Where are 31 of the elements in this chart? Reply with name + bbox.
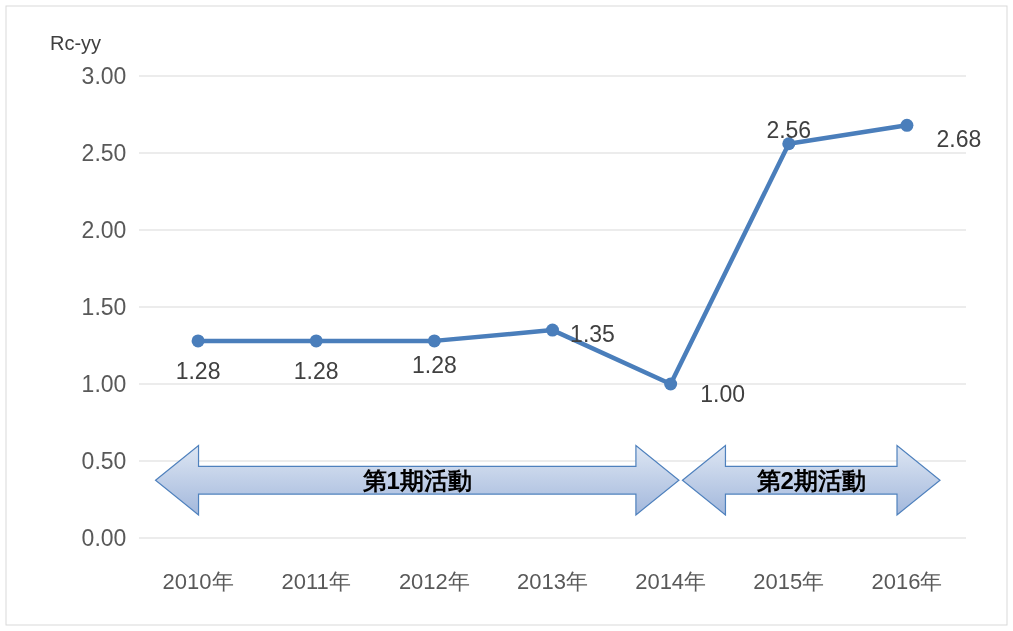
text: 1.28 — [411, 351, 457, 378]
y-tick-label: 2.50 — [81, 140, 127, 166]
y-tick-label: 1.50 — [81, 294, 127, 320]
point — [546, 323, 559, 337]
point — [900, 118, 914, 132]
text: 1.28 — [293, 357, 339, 384]
y-tick-label: 1.00 — [81, 371, 127, 397]
x-tick-label: 2016年 — [871, 569, 943, 594]
y-tick-label: 0.50 — [81, 448, 127, 474]
x-tick-label: 2013年 — [517, 569, 588, 594]
text: 1.28 — [175, 357, 221, 384]
point — [664, 377, 678, 391]
point — [427, 334, 441, 348]
x-tick-label: 2014年 — [635, 569, 707, 594]
x-tick-label: 2010年 — [162, 569, 234, 594]
point — [782, 137, 796, 151]
y-axis-title: Rc-yy — [50, 32, 102, 54]
annotation: 第1期活動 — [361, 467, 472, 495]
y-tick-label: 2.00 — [81, 217, 127, 243]
text: 1.35 — [570, 321, 615, 348]
text: 2.68 — [936, 126, 982, 153]
point — [309, 334, 323, 348]
y-tick-label: 0.00 — [81, 525, 127, 551]
text: 1.00 — [700, 381, 746, 407]
annotation: 第2期活動 — [755, 467, 866, 495]
point — [191, 334, 205, 348]
text: 2.56 — [766, 116, 812, 143]
y-tick-label: 3.00 — [81, 63, 127, 89]
x-tick-label: 2011年 — [281, 569, 351, 594]
x-tick-label: 2012年 — [398, 569, 470, 594]
x-tick-label: 2015年 — [753, 569, 825, 594]
